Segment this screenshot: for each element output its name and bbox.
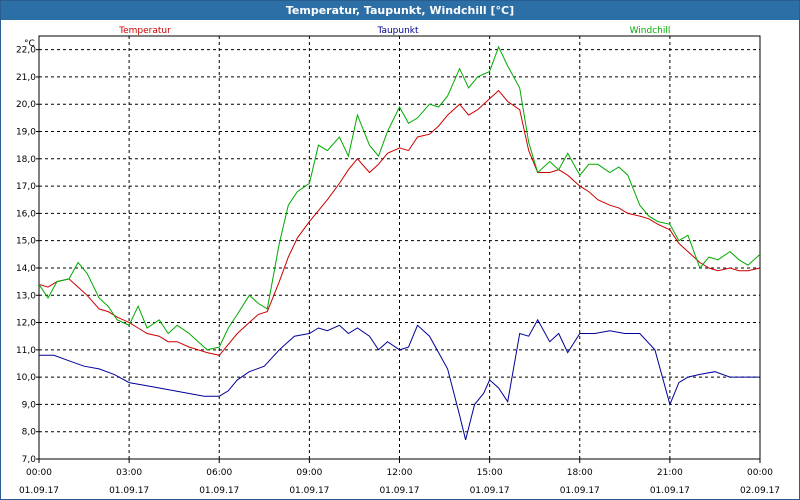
- x-tick-time: 09:00: [296, 468, 322, 478]
- y-tick-label: 17,0: [16, 182, 36, 192]
- y-tick-label: 13,0: [16, 291, 36, 301]
- x-tick-date: 01.09.17: [560, 486, 600, 496]
- x-tick-date: 01.09.17: [289, 486, 329, 496]
- legend-windchill: Windchill: [630, 26, 671, 36]
- y-tick-label: 21,0: [16, 73, 36, 83]
- x-tick-time: 18:00: [567, 468, 593, 478]
- series-lines: [38, 45, 761, 441]
- x-tick-time: 03:00: [116, 468, 142, 478]
- y-tick-label: 14,0: [16, 264, 36, 274]
- y-axis-ticks: 7,0 8,0 9,0 10,0 11,0 12,0 13,0 14,0 15,0 16,0 17,…: [16, 46, 39, 465]
- x-tick-date: 01.09.17: [109, 486, 149, 496]
- y-tick-label: 11,0: [16, 346, 36, 356]
- y-tick-label: 12,0: [16, 319, 36, 329]
- y-tick-label: 22,0: [16, 46, 36, 56]
- series-line-temperatur: [38, 89, 761, 356]
- chart-title: Temperatur, Taupunkt, Windchill [°C]: [1, 1, 799, 20]
- y-tick-label: 15,0: [16, 237, 36, 247]
- y-tick-label: 9,0: [22, 400, 37, 410]
- x-axis-ticks: 00:00 01.09.17 03:00 01.09.17 06:00 01.09.17 0…: [19, 459, 780, 496]
- y-tick-label: 18,0: [16, 155, 36, 165]
- x-tick-time: 12:00: [387, 468, 413, 478]
- x-tick-date: 01.09.17: [199, 486, 239, 496]
- x-tick-date: 01.09.17: [379, 486, 419, 496]
- x-tick-time: 00:00: [26, 468, 52, 478]
- series-line-taupunkt: [39, 318, 760, 441]
- x-tick-date: 01.09.17: [470, 486, 510, 496]
- y-tick-label: 7,0: [22, 455, 37, 465]
- y-tick-label: 16,0: [16, 209, 36, 219]
- x-tick-time: 15:00: [477, 468, 503, 478]
- x-tick-time: 21:00: [657, 468, 683, 478]
- legend-taupunkt: Taupunkt: [376, 26, 419, 36]
- y-tick-label: 8,0: [22, 428, 37, 438]
- series-line-windchill: [38, 45, 761, 351]
- y-tick-label: 10,0: [16, 373, 36, 383]
- x-tick-date: 01.09.17: [19, 486, 59, 496]
- x-tick-time: 00:00: [747, 468, 773, 478]
- y-unit-label: °C: [24, 39, 35, 49]
- legend-temperatur: Temperatur: [118, 26, 171, 36]
- y-tick-label: 20,0: [16, 100, 36, 110]
- x-tick-date: 01.09.17: [650, 486, 690, 496]
- x-tick-time: 06:00: [206, 468, 232, 478]
- x-tick-date: 02.09.17: [740, 486, 780, 496]
- y-tick-label: 19,0: [16, 128, 36, 138]
